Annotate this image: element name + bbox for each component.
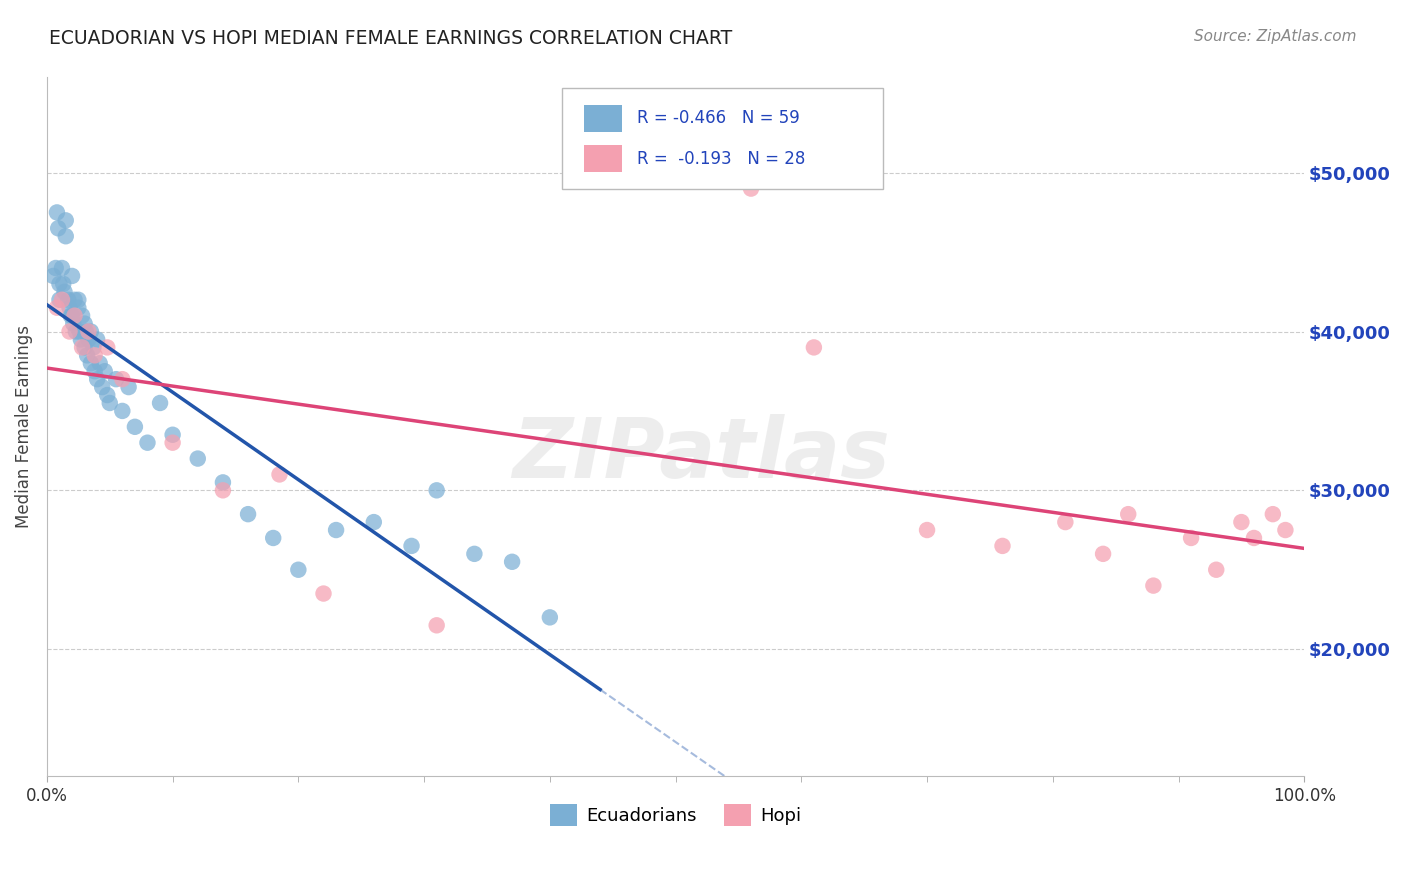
Point bbox=[1142, 579, 1164, 593]
Text: ECUADORIAN VS HOPI MEDIAN FEMALE EARNINGS CORRELATION CHART: ECUADORIAN VS HOPI MEDIAN FEMALE EARNING… bbox=[49, 29, 733, 48]
Point bbox=[538, 610, 561, 624]
Point bbox=[55, 229, 77, 244]
FancyBboxPatch shape bbox=[562, 88, 883, 189]
Point bbox=[1054, 515, 1077, 529]
Point bbox=[1243, 531, 1265, 545]
Y-axis label: Median Female Earnings: Median Female Earnings bbox=[15, 326, 32, 528]
Point bbox=[262, 531, 284, 545]
Point bbox=[51, 293, 73, 307]
Point bbox=[73, 340, 96, 354]
Point bbox=[124, 419, 146, 434]
Point bbox=[426, 618, 449, 632]
Point bbox=[149, 396, 172, 410]
Point bbox=[111, 372, 134, 386]
Point bbox=[48, 293, 70, 307]
Legend: Ecuadorians, Hopi: Ecuadorians, Hopi bbox=[543, 797, 808, 833]
Point bbox=[111, 404, 134, 418]
Point bbox=[136, 435, 159, 450]
Text: Source: ZipAtlas.com: Source: ZipAtlas.com bbox=[1194, 29, 1357, 45]
Point bbox=[86, 372, 108, 386]
Point bbox=[80, 325, 103, 339]
Text: R =  -0.193   N = 28: R = -0.193 N = 28 bbox=[637, 150, 806, 169]
Point bbox=[52, 277, 75, 291]
Text: R = -0.466   N = 59: R = -0.466 N = 59 bbox=[637, 109, 800, 127]
Point bbox=[48, 277, 70, 291]
FancyBboxPatch shape bbox=[583, 105, 621, 132]
Point bbox=[1092, 547, 1115, 561]
Point bbox=[80, 356, 103, 370]
Point bbox=[93, 364, 115, 378]
Point bbox=[1274, 523, 1296, 537]
Point bbox=[73, 317, 96, 331]
Point bbox=[187, 451, 209, 466]
Point bbox=[58, 293, 80, 307]
Point bbox=[236, 507, 259, 521]
Point bbox=[51, 260, 73, 275]
Point bbox=[70, 340, 93, 354]
Point bbox=[991, 539, 1014, 553]
Point bbox=[117, 380, 139, 394]
Point bbox=[59, 309, 82, 323]
Point bbox=[67, 293, 90, 307]
Point bbox=[77, 325, 100, 339]
Point bbox=[325, 523, 347, 537]
Point bbox=[55, 213, 77, 227]
Point bbox=[98, 396, 121, 410]
Point bbox=[42, 268, 65, 283]
Point bbox=[46, 205, 69, 219]
Point bbox=[45, 260, 67, 275]
Point bbox=[91, 380, 114, 394]
Point bbox=[915, 523, 938, 537]
Point bbox=[70, 309, 93, 323]
Point bbox=[162, 435, 184, 450]
Point bbox=[212, 483, 235, 498]
FancyBboxPatch shape bbox=[583, 145, 621, 172]
Point bbox=[740, 181, 762, 195]
Point bbox=[269, 467, 291, 482]
Point bbox=[63, 293, 86, 307]
Point bbox=[82, 340, 104, 354]
Point bbox=[803, 340, 825, 354]
Point bbox=[46, 301, 69, 315]
Point bbox=[60, 309, 83, 323]
Point bbox=[1205, 563, 1227, 577]
Point bbox=[501, 555, 523, 569]
Point bbox=[75, 325, 97, 339]
Point bbox=[53, 285, 76, 299]
Point bbox=[69, 325, 91, 339]
Point bbox=[363, 515, 385, 529]
Point bbox=[65, 325, 87, 339]
Point bbox=[58, 325, 80, 339]
Point bbox=[463, 547, 485, 561]
Point bbox=[162, 427, 184, 442]
Point bbox=[83, 364, 105, 378]
Point bbox=[76, 348, 98, 362]
Point bbox=[69, 333, 91, 347]
Point bbox=[426, 483, 449, 498]
Point bbox=[96, 340, 118, 354]
Point bbox=[77, 333, 100, 347]
Point bbox=[105, 372, 128, 386]
Point bbox=[62, 317, 84, 331]
Point bbox=[1230, 515, 1253, 529]
Text: ZIPatlas: ZIPatlas bbox=[512, 414, 890, 495]
Point bbox=[67, 301, 90, 315]
Point bbox=[46, 221, 69, 235]
Point bbox=[212, 475, 235, 490]
Point bbox=[58, 301, 80, 315]
Point bbox=[1261, 507, 1284, 521]
Point bbox=[401, 539, 423, 553]
Point bbox=[89, 356, 111, 370]
Point bbox=[287, 563, 309, 577]
Point bbox=[1116, 507, 1139, 521]
Point bbox=[63, 309, 86, 323]
Point bbox=[83, 348, 105, 362]
Point bbox=[96, 388, 118, 402]
Point bbox=[86, 333, 108, 347]
Point bbox=[1180, 531, 1202, 545]
Point bbox=[60, 268, 83, 283]
Point bbox=[312, 586, 335, 600]
